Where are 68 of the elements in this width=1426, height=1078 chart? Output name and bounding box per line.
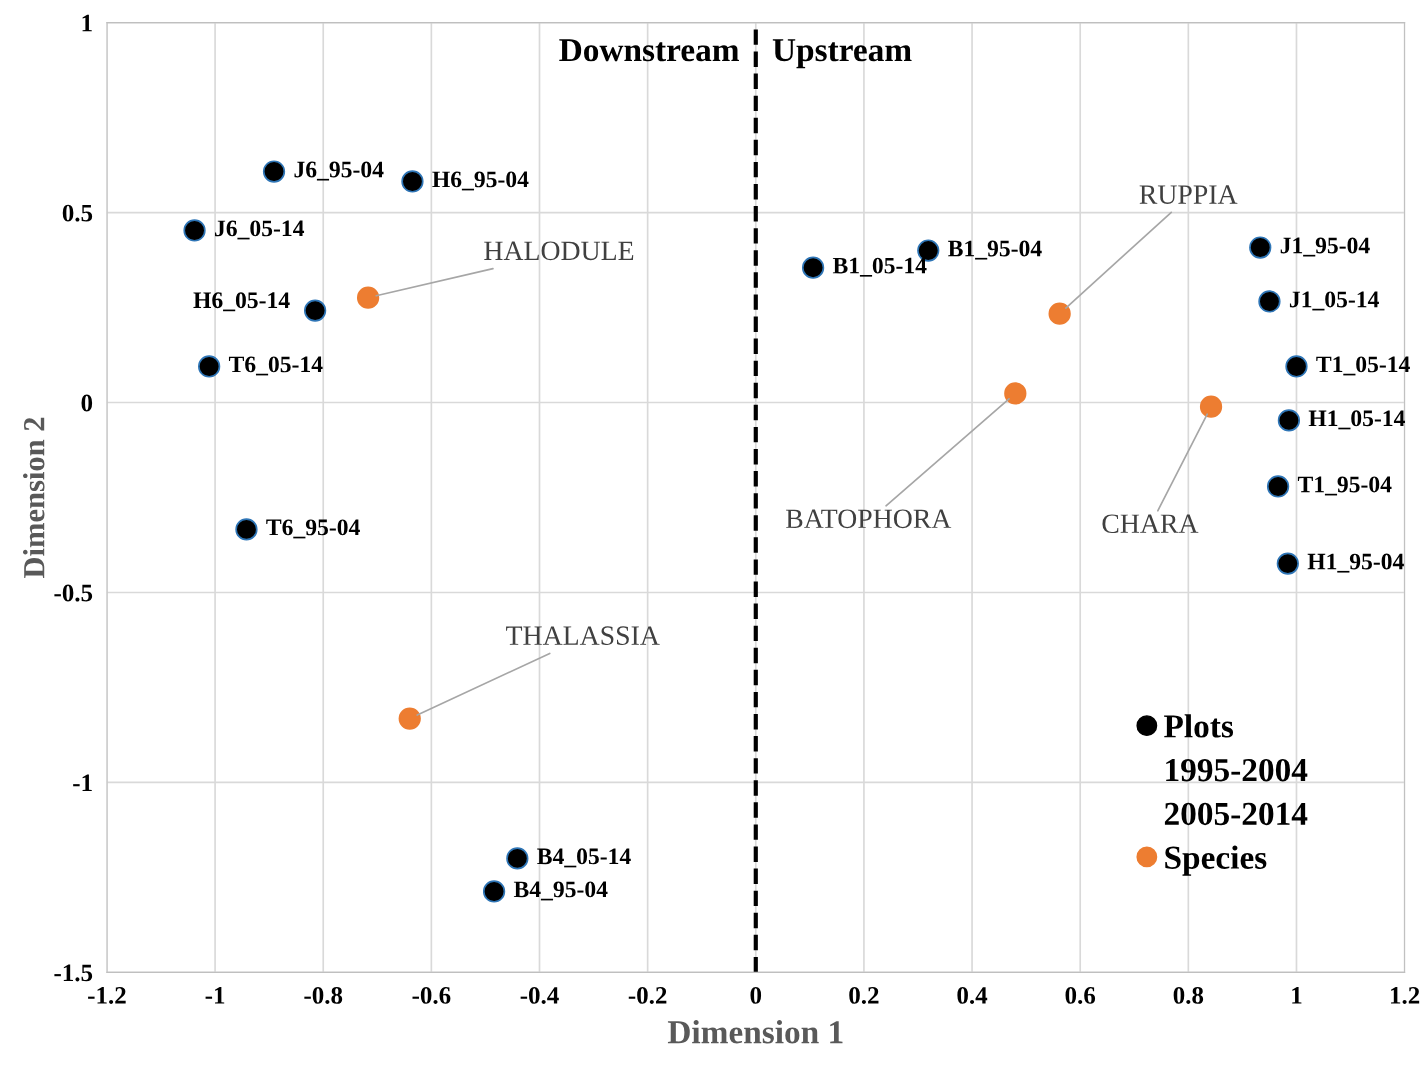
x-tick-label: 0.8 [1173,986,1204,1004]
point [482,880,506,903]
annotation: B4_95-04 [513,881,608,901]
x-tick-label: 0 [750,986,762,1004]
annotation: RUPPIA [1139,185,1238,204]
point [303,299,327,322]
y-tick-label: -1 [73,774,92,792]
y-axis-title: Dimension 2 [23,417,45,579]
annotation: Downstream [559,39,739,62]
x-tick-label: 0.4 [957,986,988,1004]
point [1277,409,1301,432]
annotation: B1_95-04 [948,240,1042,260]
y-tick-label: 0 [81,394,93,412]
annotation: H1_95-04 [1307,553,1404,573]
legend-label: Plots [1164,714,1234,738]
point [1249,236,1272,259]
point [1199,395,1223,418]
annotation: B1_05-14 [832,257,927,277]
x-tick-label: 0.2 [849,986,879,1004]
legend-label: Species [1165,845,1267,876]
point [1266,475,1290,498]
y-tick-label: -0.5 [54,584,93,602]
annotation: H1_05-14 [1308,410,1405,430]
x-tick-label: -0.8 [304,986,343,1004]
x-tick-label: -1.2 [88,987,126,1004]
annotation: THALASSIA [506,626,660,645]
annotation: H6_05-14 [193,292,290,312]
point [262,160,286,183]
y-tick-label: 0.5 [62,204,93,222]
annotation: J6_05-14 [215,220,305,240]
annotation: B4_05-14 [537,848,631,868]
annotation: T6_05-14 [228,356,323,376]
point [356,286,380,309]
legend-label: 1995-2004 [1166,758,1308,782]
annotation: Upstream [772,39,912,69]
x-tick-label: 1 [1292,987,1302,1004]
annotation: T6_95-04 [266,519,360,539]
x-tick-label: -0.2 [628,986,667,1004]
annotation: T1_05-14 [1316,356,1410,376]
annotation: BATOPHORA [786,509,952,529]
point [401,170,424,193]
point [183,219,206,242]
point [198,355,221,378]
point [1048,302,1071,325]
x-tick-label: 0.6 [1065,986,1096,1004]
annotation: J6_95-04 [294,161,384,181]
x-axis-title: Dimension 1 [667,1020,843,1044]
x-tick-label: -0.6 [412,986,451,1004]
x-tick-label: 1.2 [1390,987,1420,1004]
annotation: T1_95-04 [1297,476,1392,496]
y-tick-label: 1 [82,14,92,32]
x-tick-label: -1 [205,987,225,1004]
point [235,518,258,541]
annotation: J1_05-14 [1289,291,1379,311]
point [1004,382,1027,405]
annotation: H6_95-04 [432,171,529,191]
y-tick-label: -1.5 [54,964,93,982]
annotation: J1_95-04 [1280,237,1370,257]
point [1258,290,1281,313]
point [1276,552,1299,575]
point [398,707,421,730]
x-tick-label: -0.4 [520,986,559,1004]
legend-label: 2005-2014 [1164,802,1308,826]
point [506,847,529,870]
point [801,256,825,279]
annotation: HALODULE [484,241,634,261]
point [1285,355,1308,378]
annotation: CHARA [1102,514,1199,534]
